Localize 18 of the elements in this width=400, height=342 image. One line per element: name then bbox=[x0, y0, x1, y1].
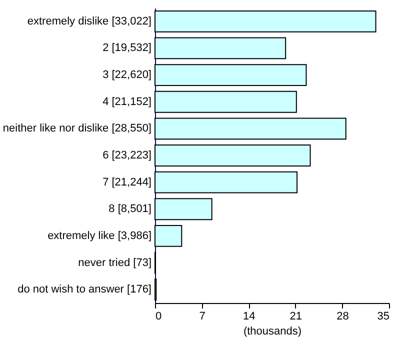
x-axis-title: (thousands) bbox=[243, 326, 302, 338]
y-tick-label: never tried [73] bbox=[78, 256, 152, 269]
y-tick-label: 2 [19,532] bbox=[102, 42, 152, 54]
x-tick-label: 35 bbox=[377, 310, 390, 322]
x-tick-label: 21 bbox=[290, 310, 302, 322]
y-tick-label: 4 [21,152] bbox=[102, 96, 152, 108]
y-tick-label: extremely dislike [33,022] bbox=[27, 15, 152, 28]
y-tick-label: extremely like [3,986] bbox=[48, 230, 152, 242]
x-tick-label: 7 bbox=[199, 310, 206, 322]
x-tick-label: 14 bbox=[242, 310, 256, 322]
y-tick-label: do not wish to answer [176] bbox=[18, 284, 152, 296]
y-tick-label: 6 [23,223] bbox=[102, 150, 152, 162]
y-tick-label: 3 [22,620] bbox=[102, 69, 152, 82]
x-tick-label: 0 bbox=[156, 310, 162, 322]
y-tick-label: neither like nor dislike [28,550] bbox=[2, 122, 152, 135]
y-tick-label: 7 [21,244] bbox=[102, 176, 152, 188]
x-tick-label: 28 bbox=[336, 310, 349, 322]
y-tick-label: 8 [8,501] bbox=[108, 203, 152, 216]
